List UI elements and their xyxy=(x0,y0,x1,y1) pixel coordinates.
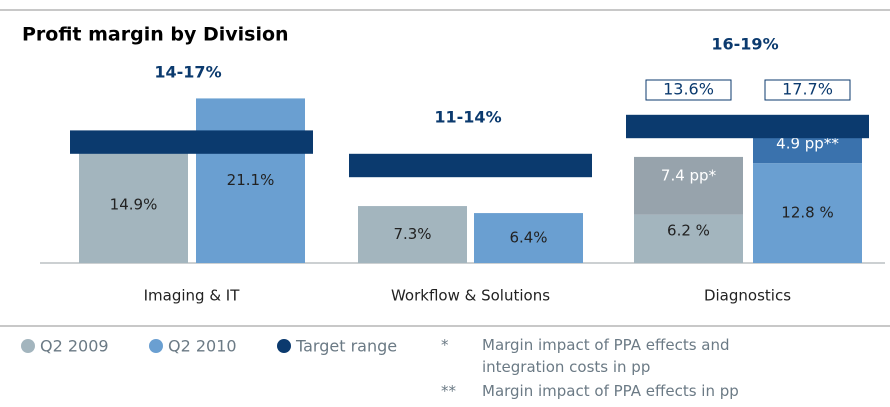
target-label: 11-14% xyxy=(434,108,501,127)
bar xyxy=(358,206,467,263)
footnote-mark: * xyxy=(441,336,449,354)
legend-label: Q2 2010 xyxy=(168,337,237,356)
bar-value-label: 7.3% xyxy=(393,225,431,243)
target-band xyxy=(349,153,592,178)
bar xyxy=(79,146,188,263)
target-label: 14-17% xyxy=(154,63,221,82)
total-box xyxy=(764,79,851,101)
total-label: 13.6% xyxy=(663,80,714,99)
stacked-bar xyxy=(634,156,743,215)
legend-swatch xyxy=(277,339,291,353)
legend-label: Target range xyxy=(295,337,397,356)
bar-value-label: 12.8 % xyxy=(781,204,833,222)
legend-swatch xyxy=(149,339,163,353)
bar-value-label: 21.1% xyxy=(227,171,275,189)
footnote-text: Margin impact of PPA effects and integra… xyxy=(482,336,730,376)
total-box xyxy=(645,79,732,101)
target-label: 16-19% xyxy=(711,35,778,54)
bar xyxy=(634,214,743,263)
bar-value-label: 6.4% xyxy=(509,229,547,247)
stacked-value-label: 4.9 pp** xyxy=(776,135,839,153)
chart-title: Profit margin by Division xyxy=(22,24,289,46)
bar-value-label: 14.9% xyxy=(110,195,158,213)
bar xyxy=(753,163,862,263)
x-tick-label: Diagnostics xyxy=(704,287,791,305)
target-band xyxy=(70,130,313,154)
bar xyxy=(474,213,583,263)
footnote-text: Margin impact of PPA effects in pp xyxy=(482,382,739,400)
bar-value-label: 6.2 % xyxy=(667,221,710,239)
target-band xyxy=(626,114,869,139)
legend-swatch xyxy=(21,339,35,353)
footnote-mark: ** xyxy=(441,382,456,400)
x-tick-label: Imaging & IT xyxy=(144,287,241,305)
bar xyxy=(196,98,305,263)
stacked-value-label: 7.4 pp* xyxy=(661,166,717,184)
x-tick-label: Workflow & Solutions xyxy=(391,287,550,305)
total-label: 17.7% xyxy=(782,80,833,99)
legend-label: Q2 2009 xyxy=(40,337,109,356)
